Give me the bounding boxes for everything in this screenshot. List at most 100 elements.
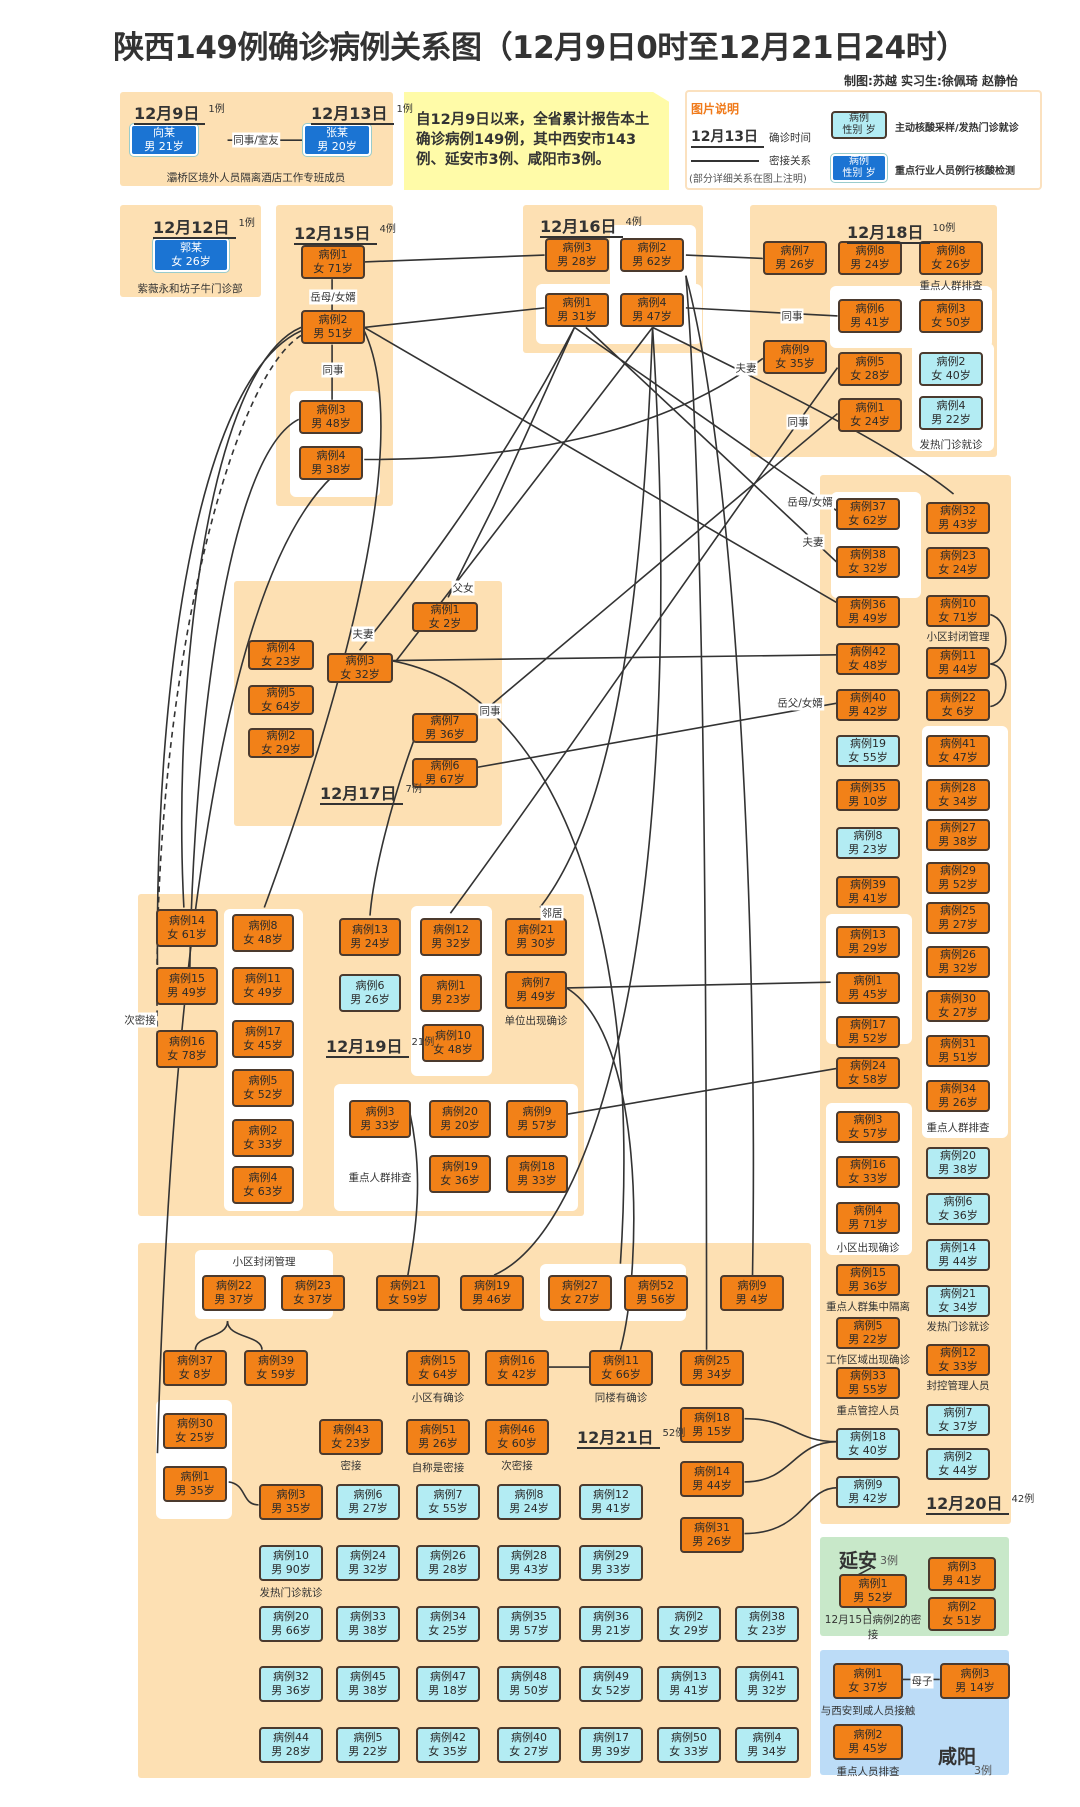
case-node[interactable]: 病例39 女 59岁 xyxy=(244,1350,308,1386)
case-node[interactable]: 病例17 女 45岁 xyxy=(232,1020,294,1058)
case-node[interactable]: 病例34 女 25岁 xyxy=(416,1606,480,1642)
case-node[interactable]: 病例6 男 26岁 xyxy=(339,974,401,1012)
case-node[interactable]: 病例16 女 42岁 xyxy=(485,1350,549,1386)
case-node[interactable]: 病例3 男 48岁 xyxy=(299,400,363,434)
case-node[interactable]: 病例8 男 24岁 xyxy=(838,241,902,275)
case-node[interactable]: 病例35 男 10岁 xyxy=(836,779,900,811)
case-node[interactable]: 病例10 男 90岁 xyxy=(259,1545,323,1581)
case-node[interactable]: 病例39 男 41岁 xyxy=(836,876,900,908)
case-node[interactable]: 病例1 女 37岁 xyxy=(833,1663,903,1699)
case-node[interactable]: 病例20 男 20岁 xyxy=(429,1100,491,1138)
case-node[interactable]: 病例29 男 33岁 xyxy=(579,1545,643,1581)
case-node[interactable]: 病例11 女 49岁 xyxy=(232,967,294,1005)
case-node[interactable]: 病例8 男 23岁 xyxy=(836,827,900,859)
case-node[interactable]: 病例1 男 35岁 xyxy=(163,1466,227,1502)
case-node[interactable]: 病例38 女 23岁 xyxy=(735,1606,799,1642)
case-node[interactable]: 病例42 女 48岁 xyxy=(836,643,900,675)
case-node[interactable]: 病例4 男 22岁 xyxy=(919,396,983,430)
case-node[interactable]: 病例2 女 29岁 xyxy=(657,1606,721,1642)
case-node[interactable]: 病例16 女 33岁 xyxy=(836,1156,900,1188)
case-node[interactable]: 向某男 21岁 xyxy=(130,124,198,156)
case-node[interactable]: 病例9 女 35岁 xyxy=(763,340,827,374)
case-node[interactable]: 病例17 男 39岁 xyxy=(579,1727,643,1763)
case-node[interactable]: 病例10 女 71岁 xyxy=(926,595,990,627)
case-node[interactable]: 病例32 男 43岁 xyxy=(926,502,990,534)
case-node[interactable]: 病例18 男 33岁 xyxy=(506,1155,568,1193)
case-node[interactable]: 病例27 男 38岁 xyxy=(926,819,990,851)
case-node[interactable]: 病例8 男 24岁 xyxy=(497,1484,561,1520)
case-node[interactable]: 病例4 女 23岁 xyxy=(248,640,314,670)
case-node[interactable]: 病例41 男 32岁 xyxy=(735,1666,799,1702)
case-node[interactable]: 病例4 男 34岁 xyxy=(735,1727,799,1763)
case-node[interactable]: 病例48 男 50岁 xyxy=(497,1666,561,1702)
case-node[interactable]: 病例3 女 57岁 xyxy=(836,1111,900,1143)
case-node[interactable]: 病例13 男 41岁 xyxy=(657,1666,721,1702)
case-node[interactable]: 病例26 男 32岁 xyxy=(926,946,990,978)
case-node[interactable]: 病例49 女 52岁 xyxy=(579,1666,643,1702)
case-node[interactable]: 病例3 男 14岁 xyxy=(940,1663,1010,1699)
case-node[interactable]: 郭某女 26岁 xyxy=(153,238,229,272)
case-node[interactable]: 病例7 男 36岁 xyxy=(412,713,478,743)
case-node[interactable]: 病例30 女 27岁 xyxy=(926,990,990,1022)
case-node[interactable]: 病例11 男 44岁 xyxy=(926,647,990,679)
case-node[interactable]: 病例20 男 38岁 xyxy=(926,1147,990,1179)
case-node[interactable]: 病例3 女 32岁 xyxy=(327,653,393,683)
case-node[interactable]: 病例35 男 57岁 xyxy=(497,1606,561,1642)
case-node[interactable]: 病例22 男 37岁 xyxy=(202,1275,266,1311)
case-node[interactable]: 病例3 男 33岁 xyxy=(349,1100,411,1138)
case-node[interactable]: 病例13 男 24岁 xyxy=(339,918,401,956)
case-node[interactable]: 病例18 女 40岁 xyxy=(836,1428,900,1460)
case-node[interactable]: 病例16 女 78岁 xyxy=(156,1030,218,1068)
case-node[interactable]: 病例22 女 6岁 xyxy=(926,689,990,721)
case-node[interactable]: 病例3 男 28岁 xyxy=(545,238,609,272)
case-node[interactable]: 病例1 男 23岁 xyxy=(420,974,482,1012)
case-node[interactable]: 病例23 女 24岁 xyxy=(926,547,990,579)
case-node[interactable]: 病例21 男 30岁 xyxy=(505,918,567,956)
case-node[interactable]: 病例5 女 64岁 xyxy=(248,685,314,715)
case-node[interactable]: 病例12 女 33岁 xyxy=(926,1344,990,1376)
case-node[interactable]: 病例2 男 45岁 xyxy=(833,1724,903,1760)
case-node[interactable]: 病例21 女 59岁 xyxy=(376,1275,440,1311)
case-node[interactable]: 病例40 女 27岁 xyxy=(497,1727,561,1763)
case-node[interactable]: 病例15 女 64岁 xyxy=(406,1350,470,1386)
case-node[interactable]: 病例4 男 47岁 xyxy=(620,293,684,327)
case-node[interactable]: 病例3 男 35岁 xyxy=(259,1484,323,1520)
case-node[interactable]: 病例1 男 31岁 xyxy=(545,293,609,327)
case-node[interactable]: 病例7 男 49岁 xyxy=(505,971,567,1009)
case-node[interactable]: 病例24 男 32岁 xyxy=(336,1545,400,1581)
case-node[interactable]: 病例32 男 36岁 xyxy=(259,1666,323,1702)
case-node[interactable]: 病例28 女 34岁 xyxy=(926,779,990,811)
case-node[interactable]: 病例8 女 26岁 xyxy=(919,241,983,275)
case-node[interactable]: 病例5 女 28岁 xyxy=(838,352,902,386)
case-node[interactable]: 病例28 男 43岁 xyxy=(497,1545,561,1581)
case-node[interactable]: 病例14 女 61岁 xyxy=(156,909,218,947)
case-node[interactable]: 病例4 男 38岁 xyxy=(299,446,363,480)
case-node[interactable]: 病例1 男 52岁 xyxy=(839,1574,907,1608)
case-node[interactable]: 病例8 女 48岁 xyxy=(232,914,294,952)
case-node[interactable]: 病例43 女 23岁 xyxy=(319,1419,383,1455)
case-node[interactable]: 病例40 男 42岁 xyxy=(836,689,900,721)
case-node[interactable]: 病例7 女 37岁 xyxy=(926,1404,990,1436)
case-node[interactable]: 病例51 男 26岁 xyxy=(406,1419,470,1455)
case-node[interactable]: 病例12 男 41岁 xyxy=(579,1484,643,1520)
case-node[interactable]: 病例1 女 2岁 xyxy=(412,602,478,632)
case-node[interactable]: 病例20 男 66岁 xyxy=(259,1606,323,1642)
case-node[interactable]: 病例47 男 18岁 xyxy=(416,1666,480,1702)
case-node[interactable]: 病例2 女 51岁 xyxy=(928,1597,996,1631)
case-node[interactable]: 病例31 男 26岁 xyxy=(680,1517,744,1553)
case-node[interactable]: 病例44 男 28岁 xyxy=(259,1727,323,1763)
case-node[interactable]: 病例14 男 44岁 xyxy=(680,1461,744,1497)
case-node[interactable]: 病例6 男 41岁 xyxy=(838,299,902,333)
case-node[interactable]: 病例2 女 33岁 xyxy=(232,1119,294,1157)
case-node[interactable]: 病例24 女 58岁 xyxy=(836,1057,900,1089)
case-node[interactable]: 病例13 男 29岁 xyxy=(836,926,900,958)
case-node[interactable]: 病例2 女 44岁 xyxy=(926,1448,990,1480)
case-node[interactable]: 病例37 女 62岁 xyxy=(836,498,900,530)
case-node[interactable]: 病例9 男 4岁 xyxy=(720,1275,784,1311)
case-node[interactable]: 病例42 女 35岁 xyxy=(416,1727,480,1763)
case-node[interactable]: 病例18 男 15岁 xyxy=(680,1407,744,1443)
case-node[interactable]: 病例11 女 66岁 xyxy=(589,1350,653,1386)
case-node[interactable]: 病例33 男 38岁 xyxy=(336,1606,400,1642)
case-node[interactable]: 病例38 女 32岁 xyxy=(836,546,900,578)
case-node[interactable]: 病例6 男 27岁 xyxy=(336,1484,400,1520)
